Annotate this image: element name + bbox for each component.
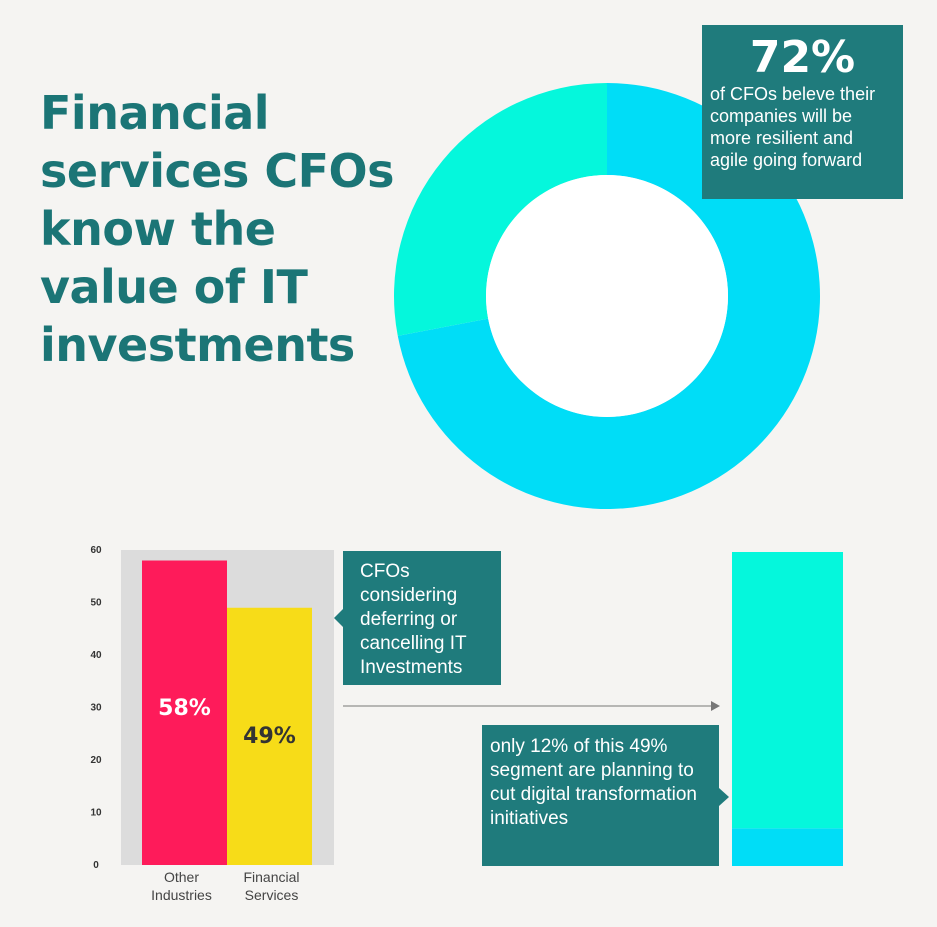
- data-label: 58%: [158, 696, 211, 721]
- resilience-value: 72%: [749, 32, 856, 83]
- data-label: 49%: [243, 724, 296, 749]
- y-tick-label: 20: [90, 755, 102, 766]
- stack-segment-0: [732, 828, 843, 866]
- y-tick-label: 10: [90, 808, 102, 819]
- x-tick-label: Services: [245, 887, 299, 903]
- bar-1: [227, 607, 312, 865]
- headline: Financial services CFOs know the value o…: [40, 86, 395, 372]
- x-tick-label: Other: [164, 869, 199, 885]
- y-tick-label: 50: [90, 598, 102, 609]
- y-tick-label: 40: [90, 650, 102, 661]
- y-tick-label: 30: [90, 703, 102, 714]
- arrow-right-icon: [343, 701, 720, 711]
- y-tick-label: 0: [93, 860, 99, 871]
- resilience-text: of CFOs beleve their companies will be m…: [710, 84, 876, 170]
- donut-slice-1: [394, 83, 607, 336]
- bar-0: [142, 560, 227, 865]
- digital-transformation-callout: only 12% of this 49% segment are plannin…: [482, 725, 729, 866]
- donut-hole: [486, 175, 728, 417]
- x-tick-label: Industries: [151, 887, 212, 903]
- resilience-callout: 72% of CFOs beleve their companies will …: [702, 25, 903, 199]
- stack-segment-1: [732, 552, 843, 829]
- y-tick-label: 60: [90, 545, 102, 556]
- deferral-callout: CFOs considering deferring or cancelling…: [334, 551, 501, 685]
- x-tick-label: Financial: [243, 869, 299, 885]
- deferral-bar-chart: 0 10 20 30 40 50 60 58% Other Industries 49% Financ…: [90, 545, 334, 903]
